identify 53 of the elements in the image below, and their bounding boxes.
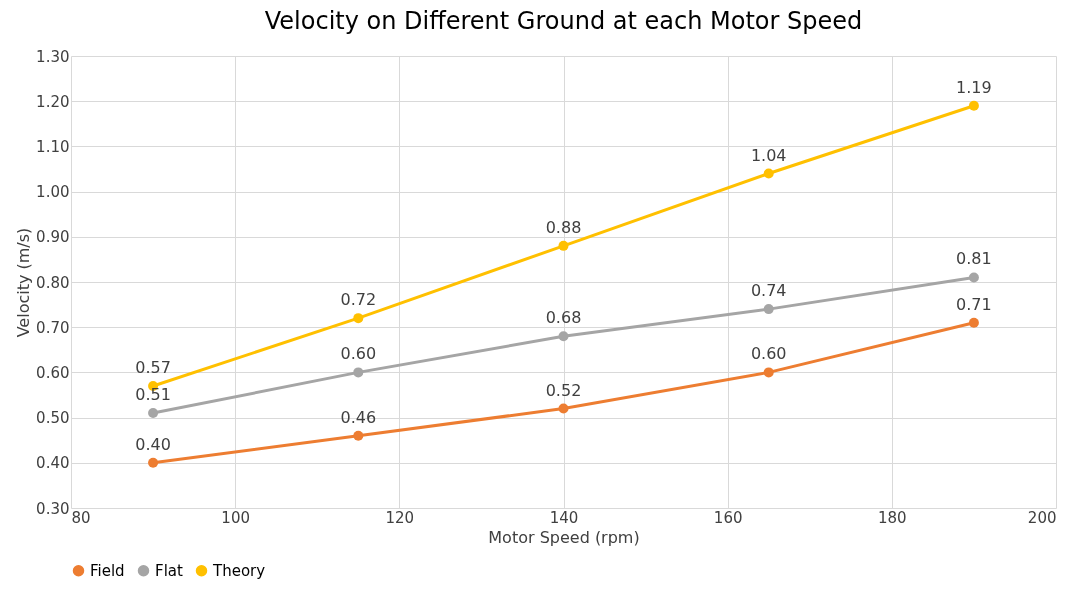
point [353,430,364,441]
y-tick-label: 0.50 [36,409,70,428]
legend-label: Field [90,561,125,580]
data-label: 0.81 [956,249,992,269]
data-label: 0.46 [340,407,377,427]
chart-title: Velocity on Different Ground at each Motor Speed [264,7,863,35]
point [353,313,364,324]
x-tick-label: 100 [221,508,250,527]
point [148,457,159,468]
data-label: 0.88 [545,217,582,237]
y-tick-label: 0.70 [36,318,70,337]
x-axis-title: Motor Speed (rpm) [488,527,640,547]
data-label: 0.60 [750,344,787,364]
y-tick-label: 0.30 [36,499,70,518]
data-label: 0.52 [545,380,582,400]
y-tick-label: 0.90 [36,228,70,247]
y-tick-label: 1.10 [36,137,70,156]
legend-label: Flat [155,561,183,580]
data-label: 0.60 [340,344,377,364]
point [968,317,979,328]
data-label: 0.57 [135,357,171,377]
x-tick-label: 140 [549,508,579,527]
data-label: 1.04 [750,145,787,165]
x-tick-label: 160 [713,508,743,527]
point [558,331,569,342]
x-tick-label: 180 [878,508,907,527]
point [968,100,979,111]
data-label: 1.19 [956,77,992,97]
y-tick-label: 0.80 [36,273,70,292]
data-label: 0.74 [750,281,787,301]
point [763,367,774,378]
x-tick-label: 120 [385,508,415,527]
point [558,403,569,414]
y-tick-label: 1.20 [36,92,70,111]
data-label: 0.71 [956,294,992,314]
y-axis-title: Velocity (m/s) [14,227,34,338]
y-tick-label: 1.30 [36,47,70,66]
y-tick-label: 0.40 [36,454,70,473]
point [148,408,159,419]
y-tick-label: 1.00 [36,183,70,202]
data-label: 0.51 [135,385,171,405]
point [763,168,774,179]
data-label: 0.72 [340,290,377,310]
x-tick-label: 80 [71,508,91,527]
point [558,240,569,251]
point [763,304,774,315]
data-label: 0.40 [135,434,171,454]
point [353,367,364,378]
x-tick-label: 200 [1027,508,1057,527]
y-tick-label: 0.60 [36,363,70,382]
data-label: 0.68 [545,308,582,328]
legend-label: Theory [212,561,266,580]
point [968,272,979,283]
